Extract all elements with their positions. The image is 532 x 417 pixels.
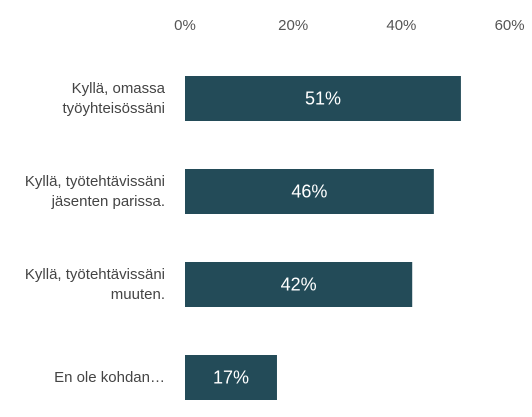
value-label: 17% (213, 367, 249, 387)
bar (185, 169, 434, 214)
value-label: 51% (305, 88, 341, 108)
bar (185, 76, 461, 121)
bar (185, 355, 277, 400)
value-label: 46% (291, 181, 327, 201)
x-tick-label: 40% (386, 17, 416, 34)
category-label: En ole kohdan… (54, 368, 165, 386)
x-tick-label: 0% (174, 17, 196, 34)
category-label: Kyllä, työtehtävissäni muuten. (24, 265, 165, 303)
bar (185, 262, 413, 307)
x-tick-label: 60% (495, 17, 525, 34)
category-label: Kyllä, omassa työyhteisössäni (62, 79, 165, 117)
x-tick-label: 20% (278, 17, 308, 34)
value-label: 42% (281, 274, 317, 294)
category-label: Kyllä, työtehtävissäni jäsenten parissa. (24, 172, 165, 210)
